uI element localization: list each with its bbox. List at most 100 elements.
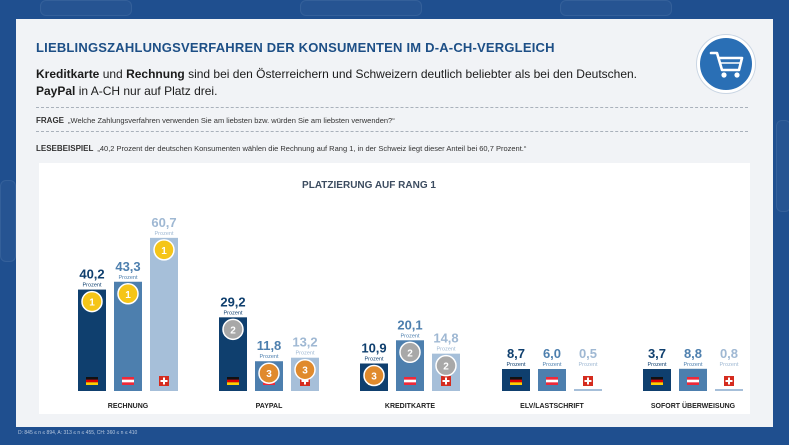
flag-switzerland-cross xyxy=(584,380,592,382)
flag-austria-stripe xyxy=(404,377,416,380)
background-key xyxy=(776,120,789,212)
category-label: SOFORT ÜBERWEISUNG xyxy=(651,401,736,410)
flag-austria-stripe xyxy=(546,377,558,385)
flag-switzerland-cross xyxy=(160,380,168,382)
category-label: RECHNUNG xyxy=(108,403,149,410)
rank-3-medal-icon xyxy=(363,364,385,387)
flag-austria-stripe xyxy=(546,377,558,380)
rank-number: 1 xyxy=(125,290,131,301)
sample-size-note: D: 845 ≤ n ≤ 894, A: 313 ≤ n ≤ 455, CH: … xyxy=(18,430,138,436)
unit-label: Prozent xyxy=(365,356,384,362)
value-label: 13,2 xyxy=(292,335,317,350)
unit-label: Prozent xyxy=(401,333,420,339)
unit-label: Prozent xyxy=(224,310,243,316)
flag-germany-stripe xyxy=(510,377,522,380)
flag-germany-stripe xyxy=(510,379,522,383)
value-label: 14,8 xyxy=(433,331,458,346)
category-label: PAYPAL xyxy=(256,403,283,410)
flag-germany-stripe xyxy=(227,379,239,383)
value-label: 60,7 xyxy=(151,215,176,230)
value-label: 0,5 xyxy=(579,346,597,361)
value-label: 40,2 xyxy=(79,267,104,282)
rank-1-medal-icon xyxy=(117,283,139,305)
chart-title: PLATZIERUNG AUF RANG 1 xyxy=(302,180,436,191)
background-key xyxy=(300,0,422,16)
flag-germany-stripe xyxy=(510,382,522,385)
flag-germany-stripe xyxy=(651,379,663,383)
value-label: 20,1 xyxy=(397,317,422,332)
flag-austria-stripe xyxy=(546,382,558,385)
bar-chart: PLATZIERUNG AUF RANG 1 140,2Prozent143,3… xyxy=(78,180,743,410)
flag-germany-stripe xyxy=(227,382,239,385)
flag-austria-stripe xyxy=(687,377,699,380)
unit-label: Prozent xyxy=(648,362,667,368)
flag-austria-stripe xyxy=(404,377,416,385)
flag-austria-stripe xyxy=(122,382,134,385)
value-label: 6,0 xyxy=(543,346,561,361)
background-key xyxy=(40,0,132,16)
flag-germany-stripe xyxy=(651,377,663,380)
rank-number: 2 xyxy=(443,362,449,373)
flag-germany-stripe xyxy=(86,382,98,385)
value-label: 8,8 xyxy=(684,346,702,361)
flag-austria-stripe xyxy=(404,382,416,385)
rank-3-medal-icon xyxy=(294,358,316,381)
divider xyxy=(36,131,748,132)
unit-label: Prozent xyxy=(720,362,739,368)
value-label: 8,7 xyxy=(507,346,525,361)
bar-ch xyxy=(574,389,602,391)
flag-austria-stripe xyxy=(687,382,699,385)
lead-text: Kreditkarte und Rechnung sind bei den Ös… xyxy=(36,67,638,98)
flag-germany-stripe xyxy=(86,379,98,383)
question-line: FRAGE „Welche Zahlungsverfahren verwenden… xyxy=(36,116,395,125)
value-label: 3,7 xyxy=(648,346,666,361)
unit-label: Prozent xyxy=(83,283,102,289)
rank-number: 3 xyxy=(371,371,377,382)
rank-number: 3 xyxy=(302,366,308,377)
unit-label: Prozent xyxy=(119,275,138,281)
divider xyxy=(36,107,748,108)
rank-2-medal-icon xyxy=(399,341,421,364)
unit-label: Prozent xyxy=(684,362,703,368)
rank-number: 3 xyxy=(266,369,272,380)
unit-label: Prozent xyxy=(260,354,279,360)
reading-example-line: LESEBEISPIEL „40,2 Prozent der deutschen … xyxy=(36,144,527,153)
rank-number: 1 xyxy=(89,298,95,309)
flag-germany-stripe xyxy=(227,377,239,380)
value-label: 29,2 xyxy=(220,294,245,309)
unit-label: Prozent xyxy=(507,362,526,368)
category-label: ELV/LASTSCHRIFT xyxy=(520,403,584,410)
flag-switzerland-cross xyxy=(301,380,309,382)
background-key xyxy=(0,180,16,262)
rank-2-medal-icon xyxy=(222,318,244,341)
bar-ch xyxy=(150,237,178,391)
rank-2-medal-icon xyxy=(435,354,457,377)
value-label: 10,9 xyxy=(361,340,386,355)
unit-label: Prozent xyxy=(437,347,456,353)
flag-switzerland-cross xyxy=(725,380,733,382)
flag-austria-stripe xyxy=(122,377,134,385)
value-label: 43,3 xyxy=(115,259,140,274)
rank-number: 2 xyxy=(407,348,413,359)
flag-austria-stripe xyxy=(687,377,699,385)
background-key xyxy=(560,0,672,16)
page-title: LIEBLINGSZAHLUNGSVERFAHREN DER KONSUMENT… xyxy=(36,40,555,55)
category-label: KREDITKARTE xyxy=(385,403,435,410)
value-label: 0,8 xyxy=(720,346,738,361)
chart-panel: PLATZIERUNG AUF RANG 1 1 40,2 Prozent 1 43,3… xyxy=(39,163,750,414)
unit-label: Prozent xyxy=(296,351,315,357)
bar-ch xyxy=(715,389,743,391)
rank-number: 2 xyxy=(230,325,236,336)
value-label: 11,8 xyxy=(257,338,282,353)
rank-1-medal-icon xyxy=(153,239,175,261)
flag-switzerland-cross xyxy=(442,380,450,382)
unit-label: Prozent xyxy=(543,362,562,368)
unit-label: Prozent xyxy=(579,362,598,368)
shopping-cart-icon xyxy=(697,35,755,93)
infographic-card: LIEBLINGSZAHLUNGSVERFAHREN DER KONSUMENT… xyxy=(16,19,773,427)
rank-1-medal-icon xyxy=(81,290,103,313)
unit-label: Prozent xyxy=(155,231,174,237)
flag-germany-stripe xyxy=(651,382,663,385)
rank-number: 1 xyxy=(161,246,167,257)
flag-germany-stripe xyxy=(86,377,98,380)
